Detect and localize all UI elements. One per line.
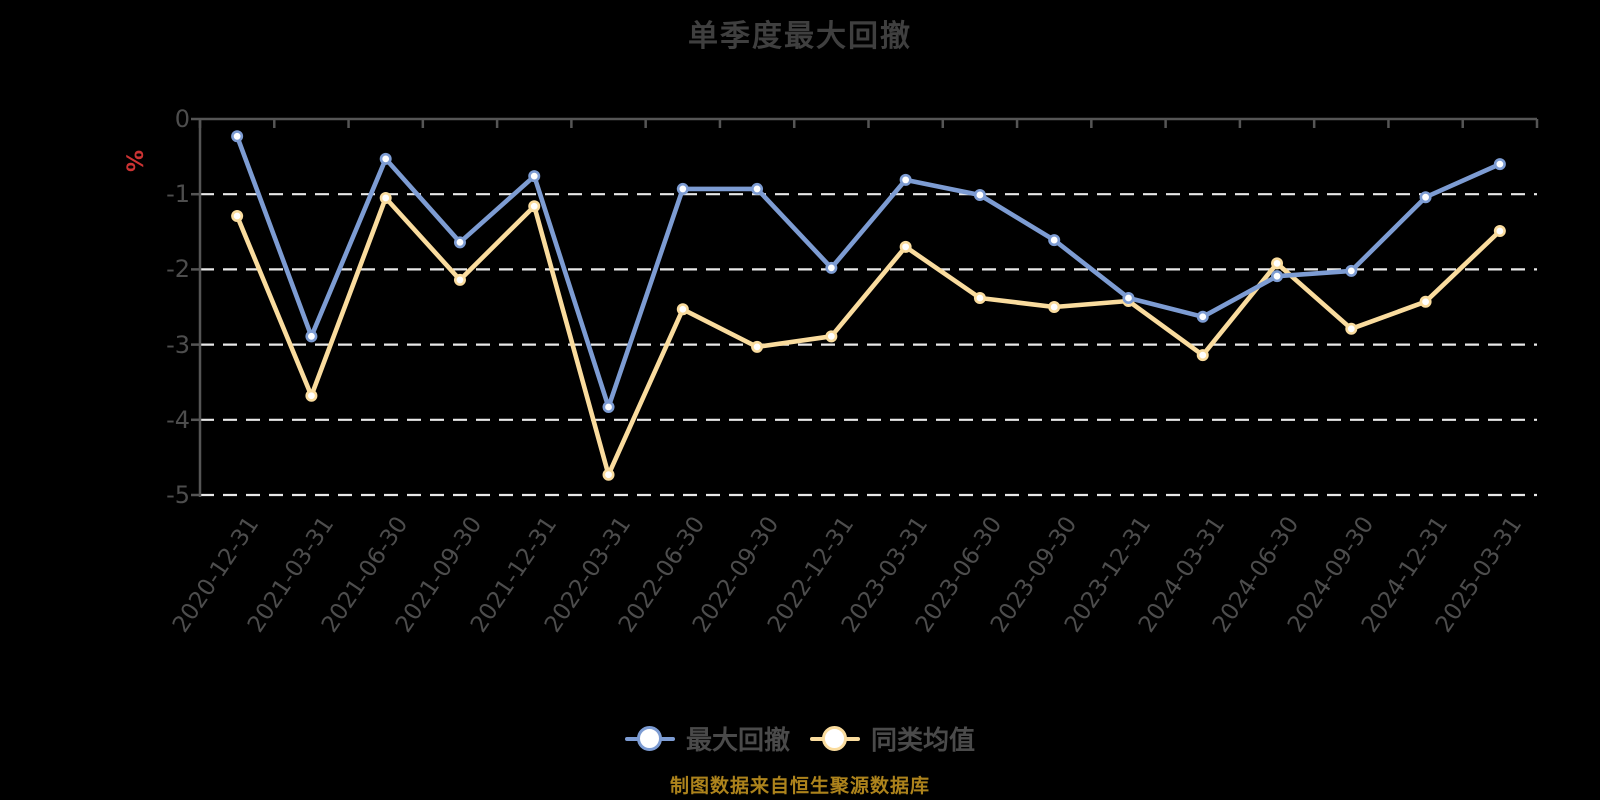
data-point-marker — [751, 182, 764, 195]
data-point-marker — [676, 303, 689, 316]
data-point-marker — [379, 191, 392, 204]
data-point-marker — [1122, 291, 1135, 304]
data-point-marker — [676, 182, 689, 195]
chart-title: 单季度最大回撤 — [688, 19, 912, 54]
y-tick-label: -2 — [166, 255, 190, 284]
data-point-marker — [379, 152, 392, 165]
data-point-marker — [899, 240, 912, 253]
data-point-marker — [231, 130, 244, 143]
data-point-marker — [1493, 225, 1506, 238]
data-point-marker — [1345, 322, 1358, 335]
data-point-marker — [602, 468, 615, 481]
data-point-marker — [1196, 310, 1209, 323]
legend: 最大回撤 同类均值 — [0, 720, 1600, 757]
legend-label: 最大回撤 — [685, 726, 790, 756]
data-point-marker — [899, 173, 912, 186]
legend-item-category-average[interactable]: 同类均值 — [810, 720, 975, 757]
data-point-marker — [1345, 264, 1358, 277]
y-tick-label: 0 — [174, 105, 190, 133]
data-point-marker — [751, 340, 764, 353]
data-point-marker — [453, 273, 466, 286]
data-point-marker — [1419, 191, 1432, 204]
data-point-marker — [602, 401, 615, 414]
data-source-note: 制图数据来自恒生聚源数据库 — [669, 775, 930, 797]
data-point-marker — [231, 210, 244, 223]
data-point-marker — [305, 330, 318, 343]
data-point-marker — [1196, 349, 1209, 362]
y-tick-label: -1 — [166, 180, 190, 209]
series-line-同类均值 — [234, 195, 1503, 478]
data-point-marker — [528, 170, 541, 183]
data-point-marker — [1419, 295, 1432, 308]
data-point-marker — [453, 236, 466, 249]
data-point-marker — [528, 200, 541, 213]
data-point-marker — [825, 261, 838, 274]
y-tick-label: -5 — [166, 481, 190, 509]
data-point-marker — [1271, 270, 1284, 283]
line-circle-marker-icon — [810, 725, 860, 752]
data-point-marker — [825, 330, 838, 343]
data-point-marker — [1271, 257, 1284, 270]
series-line-最大回撤 — [234, 134, 1503, 410]
data-point-marker — [973, 291, 986, 304]
line-circle-marker-icon — [624, 725, 675, 752]
y-tick-label: -3 — [166, 330, 190, 359]
data-point-marker — [305, 389, 318, 402]
data-point-marker — [1048, 234, 1061, 247]
y-tick-label: -4 — [166, 405, 190, 434]
data-point-marker — [973, 188, 986, 201]
data-point-marker — [1493, 158, 1506, 171]
legend-item-max-drawdown[interactable]: 最大回撤 — [624, 720, 790, 757]
data-point-marker — [1048, 300, 1061, 313]
legend-label: 同类均值 — [871, 726, 976, 756]
